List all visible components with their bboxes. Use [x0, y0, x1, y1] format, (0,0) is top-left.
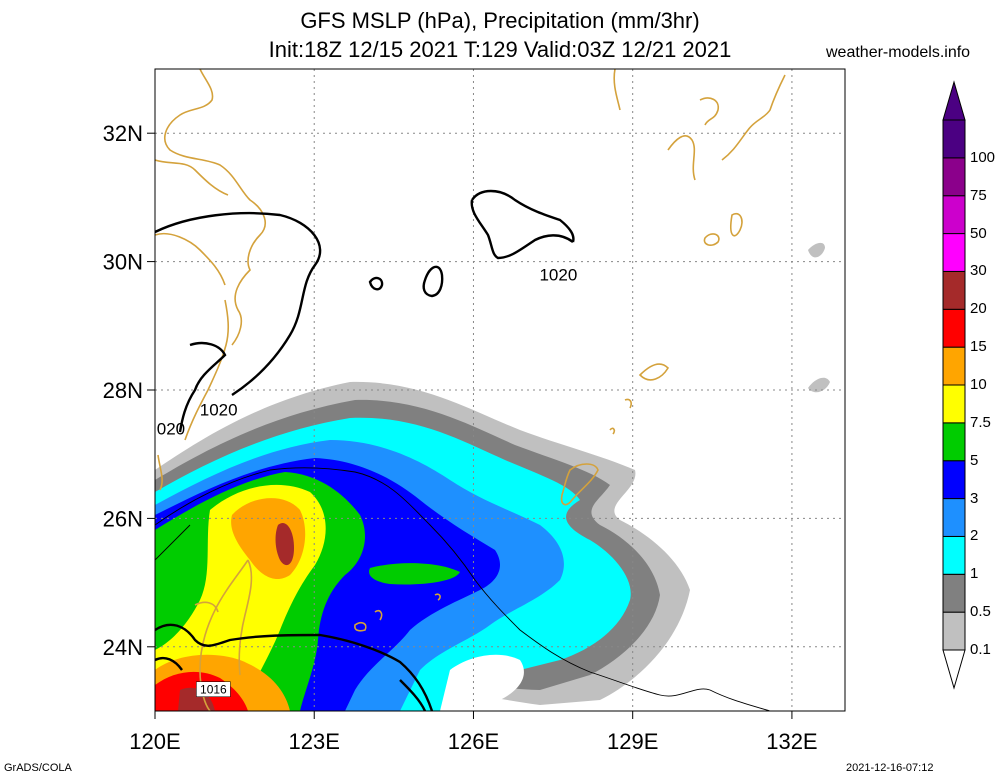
title-line2: Init:18Z 12/15 2021 T:129 Valid:03Z 12/2…	[268, 37, 732, 62]
colorbar-label: 10	[970, 376, 987, 393]
colorbar	[942, 80, 966, 690]
precip-20	[275, 522, 294, 566]
precip-patch-2	[808, 377, 830, 393]
colorbar-swatch	[942, 119, 966, 159]
axis-ticks: 24N 26N 28N 30N 32N 120E 123E 126E 129E 132E	[103, 121, 818, 754]
colorbar-label: 0.5	[970, 603, 991, 621]
lat-tick-label: 28N	[103, 378, 143, 403]
colorbar-swatch	[942, 422, 966, 462]
grid-lines	[155, 69, 845, 711]
precip-gap	[440, 654, 524, 711]
colorbar-label: 20	[970, 300, 987, 318]
colorbar-swatch	[942, 384, 966, 424]
lat-tick-label: 30N	[103, 250, 143, 275]
colorbar-swatch	[942, 157, 966, 197]
isobar-label: 020	[157, 420, 185, 439]
colorbar-swatch	[942, 460, 966, 500]
title-line1: GFS MSLP (hPa), Precipitation (mm/3hr)	[300, 8, 700, 33]
colorbar-label: 1	[970, 565, 979, 583]
colorbar-label: 0.1	[970, 641, 991, 658]
colorbar-swatch	[942, 573, 966, 613]
site-label: weather-models.info	[826, 44, 971, 61]
isobar-label: 1020	[539, 265, 577, 284]
colorbar-label: 50	[970, 224, 987, 242]
boundary-lines	[155, 467, 771, 711]
colorbar-label: 2	[970, 527, 979, 545]
colorbar-label: 3	[970, 489, 979, 507]
lat-tick-label: 26N	[103, 506, 143, 531]
colorbar-label: 15	[970, 338, 987, 356]
isobar-label-box	[196, 681, 231, 697]
colorbar-swatch	[942, 498, 966, 537]
precip-5-b	[369, 563, 460, 585]
lat-tick-label: 24N	[103, 635, 143, 660]
colorbar-swatch	[942, 233, 966, 272]
precip-patch-1	[808, 242, 825, 258]
colorbar-label: 7.5	[970, 413, 991, 431]
isobar-label: 1020	[200, 400, 238, 419]
lon-tick-label: 120E	[129, 729, 180, 754]
isobars	[155, 189, 575, 711]
isobar-labels: 1020 1020 020 1016	[157, 265, 577, 697]
lon-tick-label: 132E	[766, 729, 817, 754]
colorbar-label: 100	[970, 148, 996, 166]
precipitation-field	[155, 242, 830, 711]
isobar-label: 1016	[200, 683, 227, 697]
colorbar-swatch	[942, 195, 966, 235]
coastlines	[155, 69, 786, 711]
footer-right: 2021-12-16-07:12	[846, 762, 934, 774]
lon-tick-label: 129E	[607, 729, 658, 754]
lat-tick-label: 32N	[103, 121, 143, 146]
footer-left: GrADS/COLA	[4, 762, 72, 774]
colorbar-min-triangle	[942, 649, 966, 690]
colorbar-swatch	[942, 308, 966, 348]
colorbar-label: 5	[970, 451, 979, 469]
colorbar-max-triangle	[942, 80, 966, 121]
colorbar-label: 30	[970, 262, 987, 280]
colorbar-swatch	[942, 535, 966, 575]
colorbar-swatch	[942, 611, 966, 651]
colorbar-label: 75	[970, 186, 987, 204]
lon-tick-label: 123E	[289, 729, 340, 754]
lon-tick-label: 126E	[448, 729, 499, 754]
colorbar-swatch	[942, 346, 966, 386]
colorbar-swatch	[942, 270, 966, 310]
